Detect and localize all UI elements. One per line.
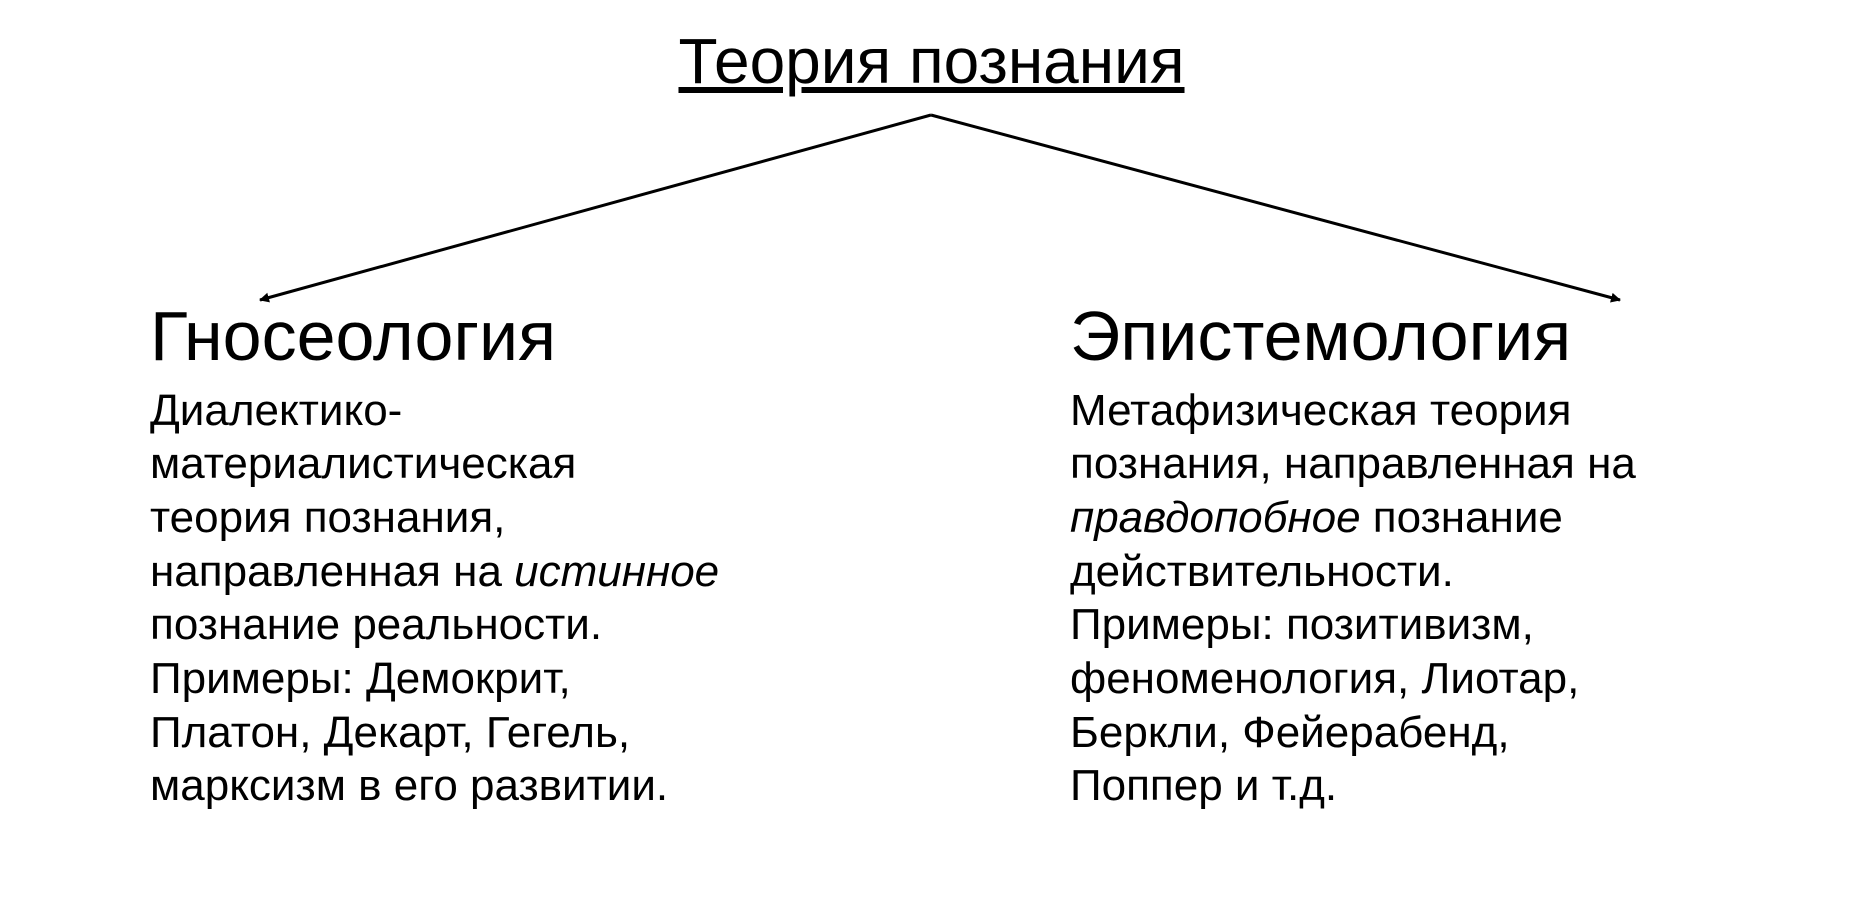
branch-title: Гносеология — [150, 300, 790, 374]
branch-title: Эпистемология — [1070, 300, 1710, 374]
arrow-left — [260, 115, 931, 300]
arrow-right — [931, 115, 1620, 300]
root-title: Теория познания — [678, 24, 1184, 98]
branch-epistemology: Эпистемология Метафизическая теорияпозна… — [1070, 300, 1710, 813]
branch-body: Метафизическая теорияпознания, направлен… — [1070, 384, 1710, 813]
branch-gnoseology: Гносеология Диалектико-материалистическа… — [150, 300, 790, 813]
branch-body: Диалектико-материалистическаятеория позн… — [150, 384, 790, 813]
